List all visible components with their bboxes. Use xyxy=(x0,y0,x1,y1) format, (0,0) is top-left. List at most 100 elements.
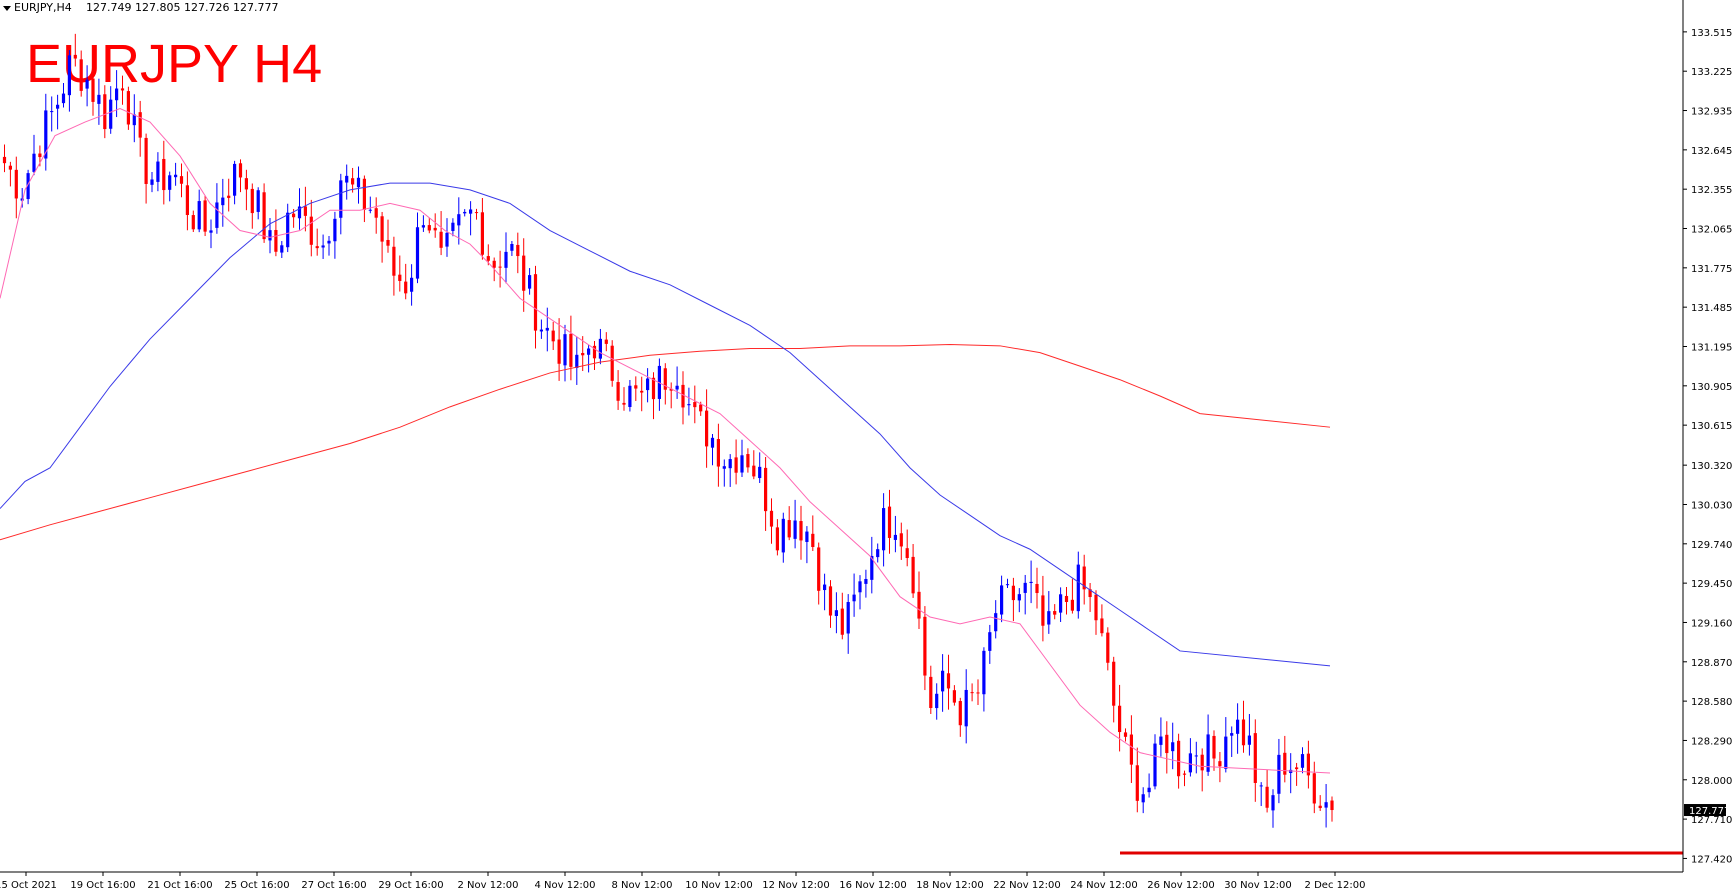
bull-candle xyxy=(675,385,679,390)
bull-candle xyxy=(421,225,425,228)
bull-candle xyxy=(545,327,549,331)
bear-candle xyxy=(227,195,231,198)
price-tick-label: 130.320 xyxy=(1691,461,1732,472)
symbol-label: EURJPY,H4 xyxy=(14,1,72,14)
bull-candle xyxy=(61,93,66,104)
symbol-menu-triangle-icon[interactable] xyxy=(3,6,11,11)
bull-candle xyxy=(870,555,874,580)
bull-candle xyxy=(628,385,632,407)
time-tick-label: 12 Nov 12:00 xyxy=(762,880,829,891)
bear-candle xyxy=(144,137,148,184)
price-tick-label: 128.870 xyxy=(1691,658,1732,669)
bear-candle xyxy=(799,521,803,541)
bear-candle xyxy=(1295,767,1299,770)
bear-candle xyxy=(362,178,366,210)
bear-candle xyxy=(1053,611,1057,615)
bear-candle xyxy=(244,178,248,190)
price-tick-label: 127.710 xyxy=(1691,815,1732,826)
bull-candle xyxy=(758,466,762,479)
bull-candle xyxy=(67,55,71,96)
time-tick-label: 8 Nov 12:00 xyxy=(611,880,672,891)
price-tick-label: 129.160 xyxy=(1691,618,1732,629)
bull-candle xyxy=(1224,736,1228,769)
bear-candle xyxy=(640,390,644,393)
bull-candle xyxy=(575,354,579,368)
price-tick-label: 127.420 xyxy=(1691,854,1732,865)
bull-candle xyxy=(805,531,809,542)
bear-candle xyxy=(840,608,844,635)
bull-candle xyxy=(469,209,473,214)
bear-candle xyxy=(958,701,962,726)
bear-candle xyxy=(1070,599,1074,611)
time-tick-label: 29 Oct 16:00 xyxy=(378,880,443,891)
bull-candle xyxy=(528,275,532,289)
time-axis[interactable]: 15 Oct 2021 19 Oct 16:00 21 Oct 16:00 25 Oc… xyxy=(0,872,1365,891)
bear-candle xyxy=(516,244,520,257)
bear-candle xyxy=(1306,753,1310,776)
bull-candle xyxy=(1153,743,1157,787)
time-tick-label: 24 Nov 12:00 xyxy=(1070,880,1137,891)
bull-candle xyxy=(356,177,361,188)
bull-candle xyxy=(321,245,325,248)
price-tick-label: 130.905 xyxy=(1691,382,1732,393)
bear-candle xyxy=(8,165,12,170)
bear-candle xyxy=(604,339,608,344)
bear-candle xyxy=(929,676,933,708)
bull-candle xyxy=(687,404,691,406)
bull-candle xyxy=(327,240,331,244)
bull-candle xyxy=(1076,564,1080,612)
bull-candle xyxy=(1047,611,1051,625)
bear-candle xyxy=(669,388,673,391)
bear-candle xyxy=(179,176,184,184)
bull-candle xyxy=(1277,754,1281,794)
bear-candle xyxy=(351,178,355,185)
bear-candle xyxy=(746,454,750,468)
bull-candle xyxy=(1029,581,1033,583)
bear-candle xyxy=(474,212,479,214)
bull-candle xyxy=(504,251,508,268)
current-price-tag: 127.777 xyxy=(1684,804,1730,817)
ma-fast-line xyxy=(0,107,1331,774)
bull-candle xyxy=(982,650,986,695)
price-tick-label: 132.935 xyxy=(1691,107,1732,118)
bull-candle xyxy=(1259,785,1263,787)
ma-slow-line xyxy=(0,343,1331,541)
bear-candle xyxy=(1182,773,1187,775)
bear-candle xyxy=(923,616,927,676)
bear-candle xyxy=(439,231,443,248)
bear-candle xyxy=(120,88,125,91)
bull-candle xyxy=(539,329,543,332)
bear-candle xyxy=(1265,786,1269,808)
bull-candle xyxy=(233,163,237,196)
price-axis[interactable]: 133.515 133.225 132.935 132.645 132.355 132.0… xyxy=(1683,28,1732,866)
bear-candle xyxy=(238,163,243,178)
price-tick-label: 129.740 xyxy=(1691,540,1732,551)
bull-candle xyxy=(510,243,514,251)
bear-candle xyxy=(622,402,626,405)
price-tick-label: 130.030 xyxy=(1691,500,1732,511)
price-tag-box xyxy=(1684,804,1726,817)
time-tick-label: 2 Dec 12:00 xyxy=(1305,880,1366,891)
bull-candle xyxy=(457,214,461,226)
bear-candle xyxy=(73,54,77,59)
bear-candle xyxy=(716,439,720,467)
moving-averages xyxy=(0,107,1331,774)
bear-candle xyxy=(392,246,396,276)
bear-candle xyxy=(663,368,667,390)
bull-candle xyxy=(994,613,998,632)
time-tick-label: 30 Nov 12:00 xyxy=(1224,880,1291,891)
price-tick-label: 132.355 xyxy=(1691,185,1732,196)
bull-candle xyxy=(1059,594,1063,613)
bull-candle xyxy=(1171,742,1175,752)
time-tick-label: 27 Oct 16:00 xyxy=(301,880,366,891)
price-tick-label: 130.615 xyxy=(1691,421,1732,432)
bull-candle xyxy=(1005,584,1010,586)
bear-candle xyxy=(905,548,909,559)
bear-candle xyxy=(752,465,756,477)
bull-candle xyxy=(297,206,302,219)
bull-candle xyxy=(1023,582,1027,593)
bull-candle xyxy=(451,222,455,231)
bull-candle xyxy=(26,173,30,200)
bear-candle xyxy=(1318,805,1322,809)
